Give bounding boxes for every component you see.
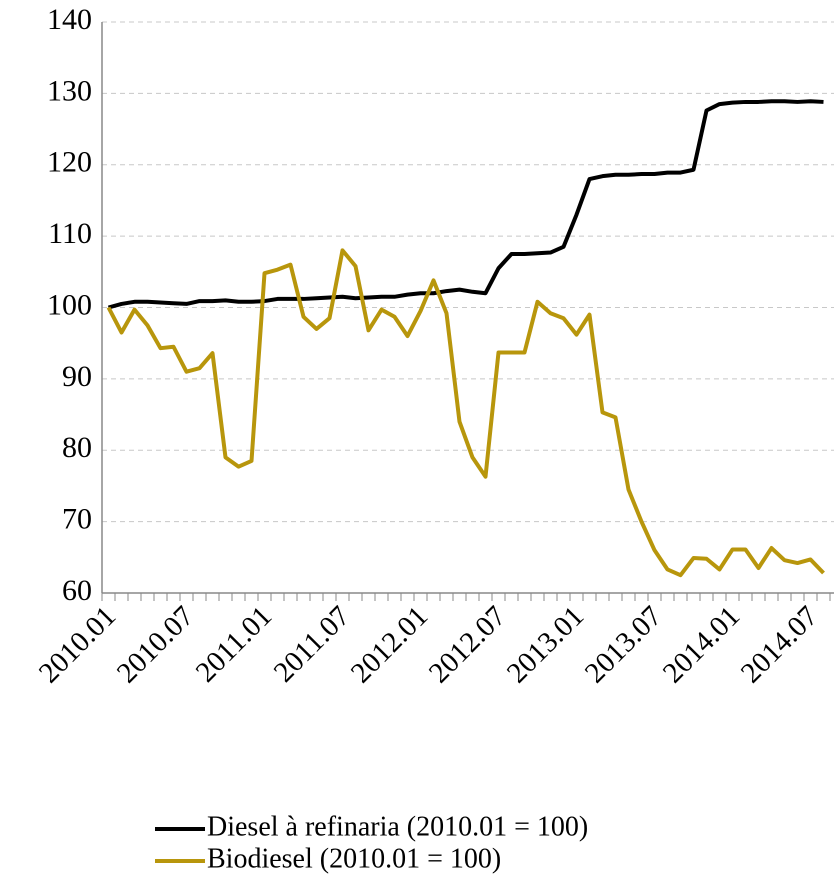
x-tick-label: 2013.01 — [501, 600, 590, 689]
y-tick-label: 130 — [47, 74, 92, 107]
x-tick-label: 2011.07 — [268, 600, 357, 689]
x-tick-label: 2014.01 — [657, 600, 746, 689]
x-tick-label: 2011.01 — [190, 600, 279, 689]
x-tick-label: 2010.01 — [33, 600, 122, 689]
x-tick-label: 2013.07 — [579, 600, 668, 689]
x-tick-label: 2012.07 — [423, 600, 512, 689]
line-series — [106, 248, 825, 578]
x-tick-label: 2014.07 — [735, 600, 824, 689]
y-tick-label: 140 — [47, 3, 92, 36]
x-tick-label: 2010.07 — [111, 600, 200, 689]
x-tick-label: 2012.01 — [345, 600, 434, 689]
y-tick-label: 100 — [47, 288, 92, 321]
line-series — [107, 99, 824, 310]
y-tick-label: 70 — [62, 503, 92, 536]
y-tick-label: 120 — [47, 146, 92, 179]
legend-label: Biodiesel (2010.01 = 100) — [207, 843, 501, 874]
y-tick-label: 90 — [62, 360, 92, 393]
y-tick-label: 60 — [62, 574, 92, 607]
y-tick-label: 110 — [48, 217, 92, 250]
legend-label: Diesel à refinaria (2010.01 = 100) — [207, 811, 588, 842]
y-tick-label: 80 — [62, 431, 92, 464]
